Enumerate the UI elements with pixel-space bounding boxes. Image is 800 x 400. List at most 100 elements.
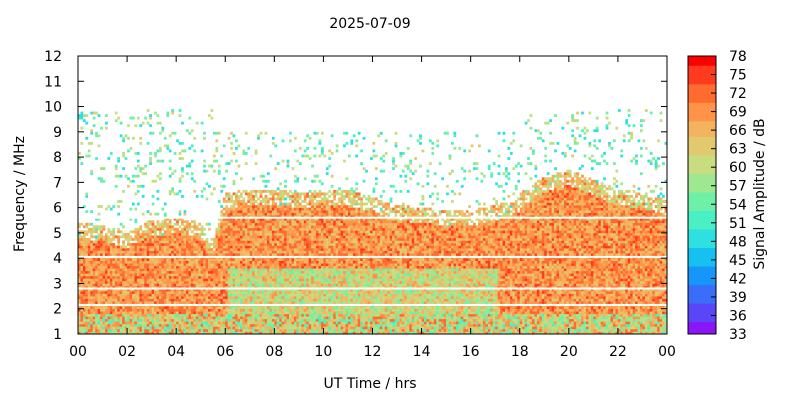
- heatmap-cell: [82, 263, 86, 267]
- heatmap-cell: [252, 243, 255, 246]
- heatmap-cell: [90, 323, 94, 327]
- heatmap-cell: [252, 273, 255, 277]
- heatmap-cell: [149, 313, 152, 317]
- heatmap-cell: [171, 288, 175, 292]
- heatmap-cell: [146, 237, 150, 241]
- heatmap-cell: [254, 263, 258, 267]
- heatmap-cell: [249, 260, 253, 264]
- heatmap-cell: [168, 217, 172, 221]
- heatmap-cell: [188, 248, 192, 251]
- heatmap-cell: [281, 296, 285, 299]
- heatmap-cell: [119, 230, 123, 234]
- heatmap-cell: [146, 311, 150, 315]
- heatmap-cell: [230, 263, 233, 267]
- heatmap-cell: [259, 268, 263, 272]
- heatmap-cell: [185, 258, 189, 262]
- heatmap-cell: [144, 263, 148, 267]
- heatmap-cell: [257, 250, 260, 254]
- heatmap-cell: [237, 220, 241, 224]
- heatmap-cell: [281, 222, 285, 226]
- heatmap-cell: [163, 316, 167, 320]
- heatmap-cell: [146, 235, 150, 239]
- heatmap-cell: [230, 265, 233, 269]
- heatmap-cell: [252, 323, 255, 327]
- heatmap-cell: [92, 245, 96, 249]
- heatmap-cell: [144, 283, 148, 287]
- heatmap-cell: [151, 298, 155, 302]
- heatmap-cell: [313, 326, 317, 330]
- heatmap-cell: [242, 275, 246, 279]
- heatmap-cell: [276, 273, 280, 277]
- heatmap-cell: [144, 225, 148, 229]
- heatmap-cell: [244, 275, 248, 279]
- heatmap-cell: [146, 232, 150, 236]
- heatmap-cell: [154, 321, 157, 325]
- heatmap-cell: [173, 296, 177, 299]
- heatmap-cell: [117, 306, 121, 310]
- heatmap-cell: [78, 152, 81, 155]
- heatmap-cell: [298, 250, 302, 254]
- heatmap-cell: [156, 308, 160, 312]
- heatmap-cell: [291, 331, 295, 335]
- heatmap-cell: [208, 275, 211, 279]
- heatmap-cell: [247, 232, 251, 236]
- heatmap-cell: [136, 116, 140, 120]
- heatmap-cell: [181, 232, 184, 236]
- heatmap-cell: [249, 212, 253, 216]
- heatmap-cell: [168, 237, 172, 241]
- heatmap-cell: [107, 243, 111, 246]
- heatmap-cell: [109, 207, 113, 211]
- heatmap-cell: [313, 275, 317, 279]
- heatmap-cell: [188, 240, 192, 244]
- heatmap-cell: [235, 260, 238, 264]
- heatmap-cell: [105, 270, 108, 274]
- heatmap-cell: [102, 273, 106, 277]
- heatmap-cell: [105, 278, 108, 282]
- heatmap-cell: [316, 220, 319, 224]
- heatmap-cell: [205, 237, 209, 241]
- heatmap-cell: [286, 235, 290, 239]
- heatmap-cell: [190, 177, 194, 181]
- heatmap-cell: [171, 316, 175, 320]
- heatmap-cell: [210, 296, 214, 299]
- heatmap-cell: [212, 296, 216, 299]
- heatmap-cell: [117, 240, 121, 244]
- heatmap-cell: [181, 157, 184, 160]
- heatmap-cell: [249, 217, 253, 221]
- heatmap-cell: [313, 195, 317, 198]
- heatmap-cell: [303, 326, 307, 330]
- heatmap-cell: [200, 308, 204, 312]
- heatmap-cell: [82, 296, 86, 299]
- heatmap-cell: [242, 189, 246, 193]
- heatmap-cell: [284, 248, 287, 251]
- heatmap-cell: [257, 291, 260, 294]
- heatmap-cell: [259, 217, 263, 221]
- heatmap-cell: [252, 220, 255, 224]
- heatmap-cell: [90, 227, 94, 231]
- heatmap-cell: [166, 232, 170, 236]
- heatmap-cell: [178, 225, 182, 229]
- heatmap-cell: [271, 192, 275, 196]
- heatmap-cell: [144, 270, 148, 274]
- heatmap-cell: [244, 328, 248, 332]
- heatmap-cell: [80, 222, 84, 226]
- heatmap-cell: [212, 323, 216, 327]
- heatmap-cell: [129, 235, 133, 239]
- heatmap-cell: [203, 159, 206, 163]
- heatmap-cell: [149, 124, 152, 128]
- heatmap-cell: [222, 291, 226, 294]
- heatmap-cell: [100, 293, 103, 297]
- heatmap-cell: [107, 326, 111, 330]
- heatmap-cell: [244, 210, 248, 213]
- heatmap-cell: [208, 331, 211, 335]
- heatmap-cell: [161, 296, 165, 299]
- heatmap-cell: [193, 250, 197, 254]
- heatmap-cell: [237, 280, 241, 284]
- heatmap-cell: [151, 245, 155, 249]
- heatmap-cell: [271, 301, 275, 304]
- heatmap-cell: [181, 260, 184, 264]
- heatmap-cell: [166, 323, 170, 327]
- heatmap-cell: [296, 270, 300, 274]
- heatmap-cell: [303, 328, 307, 332]
- heatmap-cell: [257, 210, 260, 213]
